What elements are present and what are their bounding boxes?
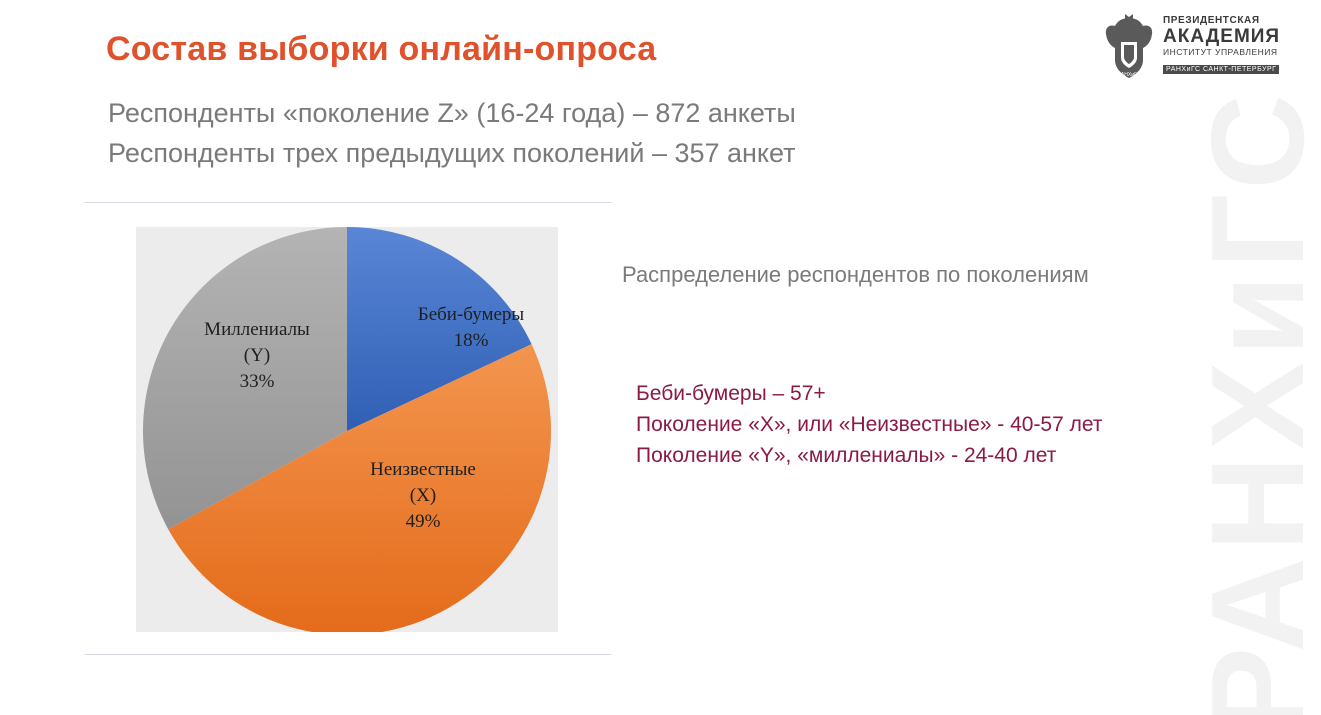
logo-line-presidential: ПРЕЗИДЕНТСКАЯ (1163, 15, 1260, 26)
slide-title: Состав выборки онлайн-опроса (106, 30, 657, 68)
watermark-svg: РАНХиГС (1203, 88, 1321, 715)
emblem-ribbon-text: РАНХиГС (1118, 72, 1141, 78)
watermark: РАНХиГС (1203, 0, 1321, 715)
slice-unknown-x (168, 344, 551, 632)
subtitle-line-previous-gens: Респонденты трех предыдущих поколений – … (108, 138, 796, 168)
definition-generation-x: Поколение «X», или «Неизвестные» - 40-57… (636, 413, 1103, 436)
slice-label-line: Беби-бумеры (418, 304, 525, 325)
slice-millennials-y (142, 227, 347, 530)
slice-label-line: (Y) (244, 345, 270, 366)
label-unknown-x: Неизвестные (X) 49% (370, 459, 476, 532)
eagle-emblem-icon: РАНХиГС (1105, 14, 1153, 78)
label-millennials-y: Миллениалы (Y) 33% (204, 319, 310, 392)
divider-top (85, 202, 611, 203)
definition-baby-boomers: Беби-бумеры – 57+ (636, 382, 826, 405)
generation-definitions: Беби-бумеры – 57+ Поколение «X», или «Не… (636, 378, 1102, 471)
slice-label-line: Неизвестные (370, 459, 476, 480)
divider-bottom (85, 654, 611, 655)
slice-label-line: Миллениалы (204, 319, 310, 340)
slice-baby-boomers (347, 227, 532, 431)
slice-label-line: 18% (454, 330, 489, 351)
slice-label-line: 33% (240, 371, 275, 392)
slice-label-line: (X) (410, 485, 436, 506)
slice-label-line: 49% (406, 511, 441, 532)
academy-logo: РАНХиГС ПРЕЗИДЕНТСКАЯ АКАДЕМИЯ ИНСТИТУТ … (1101, 12, 1280, 82)
pie-chart: Беби-бумеры 18% Неизвестные (X) 49% Миллениал… (136, 227, 558, 632)
logo-line-institute: ИНСТИТУТ УПРАВЛЕНИЯ (1163, 47, 1278, 57)
pie-chart-svg: Беби-бумеры 18% Неизвестные (X) 49% Миллениал… (142, 227, 551, 632)
watermark-text: РАНХиГС (1203, 88, 1321, 715)
logo-line-ranepa-spb: РАНХиГС САНКТ-ПЕТЕРБУРГ (1163, 65, 1280, 74)
definition-generation-y: Поколение «Y», «миллениалы» - 24-40 лет (636, 444, 1057, 467)
logo-line-academy: АКАДЕМИЯ (1163, 26, 1281, 47)
label-baby-boomers: Беби-бумеры 18% (418, 304, 525, 351)
chart-caption: Распределение респондентов по поколениям (622, 262, 1089, 287)
subtitle-line-gen-z: Респонденты «поколение Z» (16-24 года) –… (108, 98, 796, 128)
